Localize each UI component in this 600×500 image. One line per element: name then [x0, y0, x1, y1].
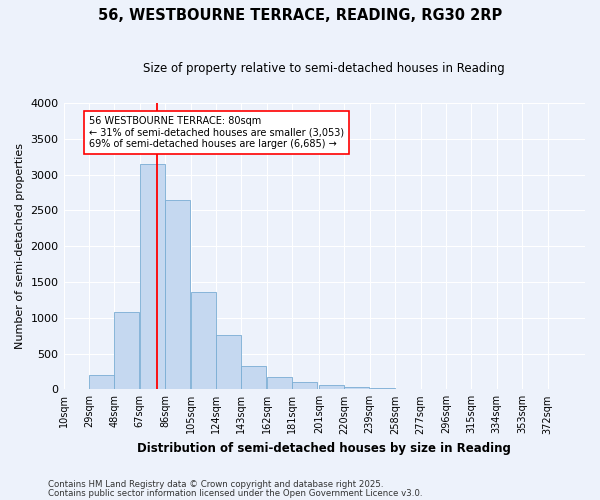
Bar: [267, 377, 292, 390]
Text: Contains public sector information licensed under the Open Government Licence v3: Contains public sector information licen…: [48, 489, 422, 498]
Bar: [165, 200, 190, 390]
Bar: [191, 292, 215, 390]
X-axis label: Distribution of semi-detached houses by size in Reading: Distribution of semi-detached houses by …: [137, 442, 511, 455]
Bar: [292, 382, 317, 390]
Text: 56 WESTBOURNE TERRACE: 80sqm
← 31% of semi-detached houses are smaller (3,053)
6: 56 WESTBOURNE TERRACE: 80sqm ← 31% of se…: [89, 116, 344, 149]
Bar: [216, 335, 241, 390]
Text: Contains HM Land Registry data © Crown copyright and database right 2025.: Contains HM Land Registry data © Crown c…: [48, 480, 383, 489]
Bar: [241, 366, 266, 390]
Bar: [140, 164, 165, 390]
Title: Size of property relative to semi-detached houses in Reading: Size of property relative to semi-detach…: [143, 62, 505, 76]
Bar: [89, 376, 114, 390]
Bar: [395, 388, 420, 390]
Bar: [370, 388, 395, 390]
Bar: [344, 387, 370, 390]
Bar: [319, 386, 344, 390]
Y-axis label: Number of semi-detached properties: Number of semi-detached properties: [15, 143, 25, 349]
Bar: [115, 312, 139, 390]
Text: 56, WESTBOURNE TERRACE, READING, RG30 2RP: 56, WESTBOURNE TERRACE, READING, RG30 2R…: [98, 8, 502, 22]
